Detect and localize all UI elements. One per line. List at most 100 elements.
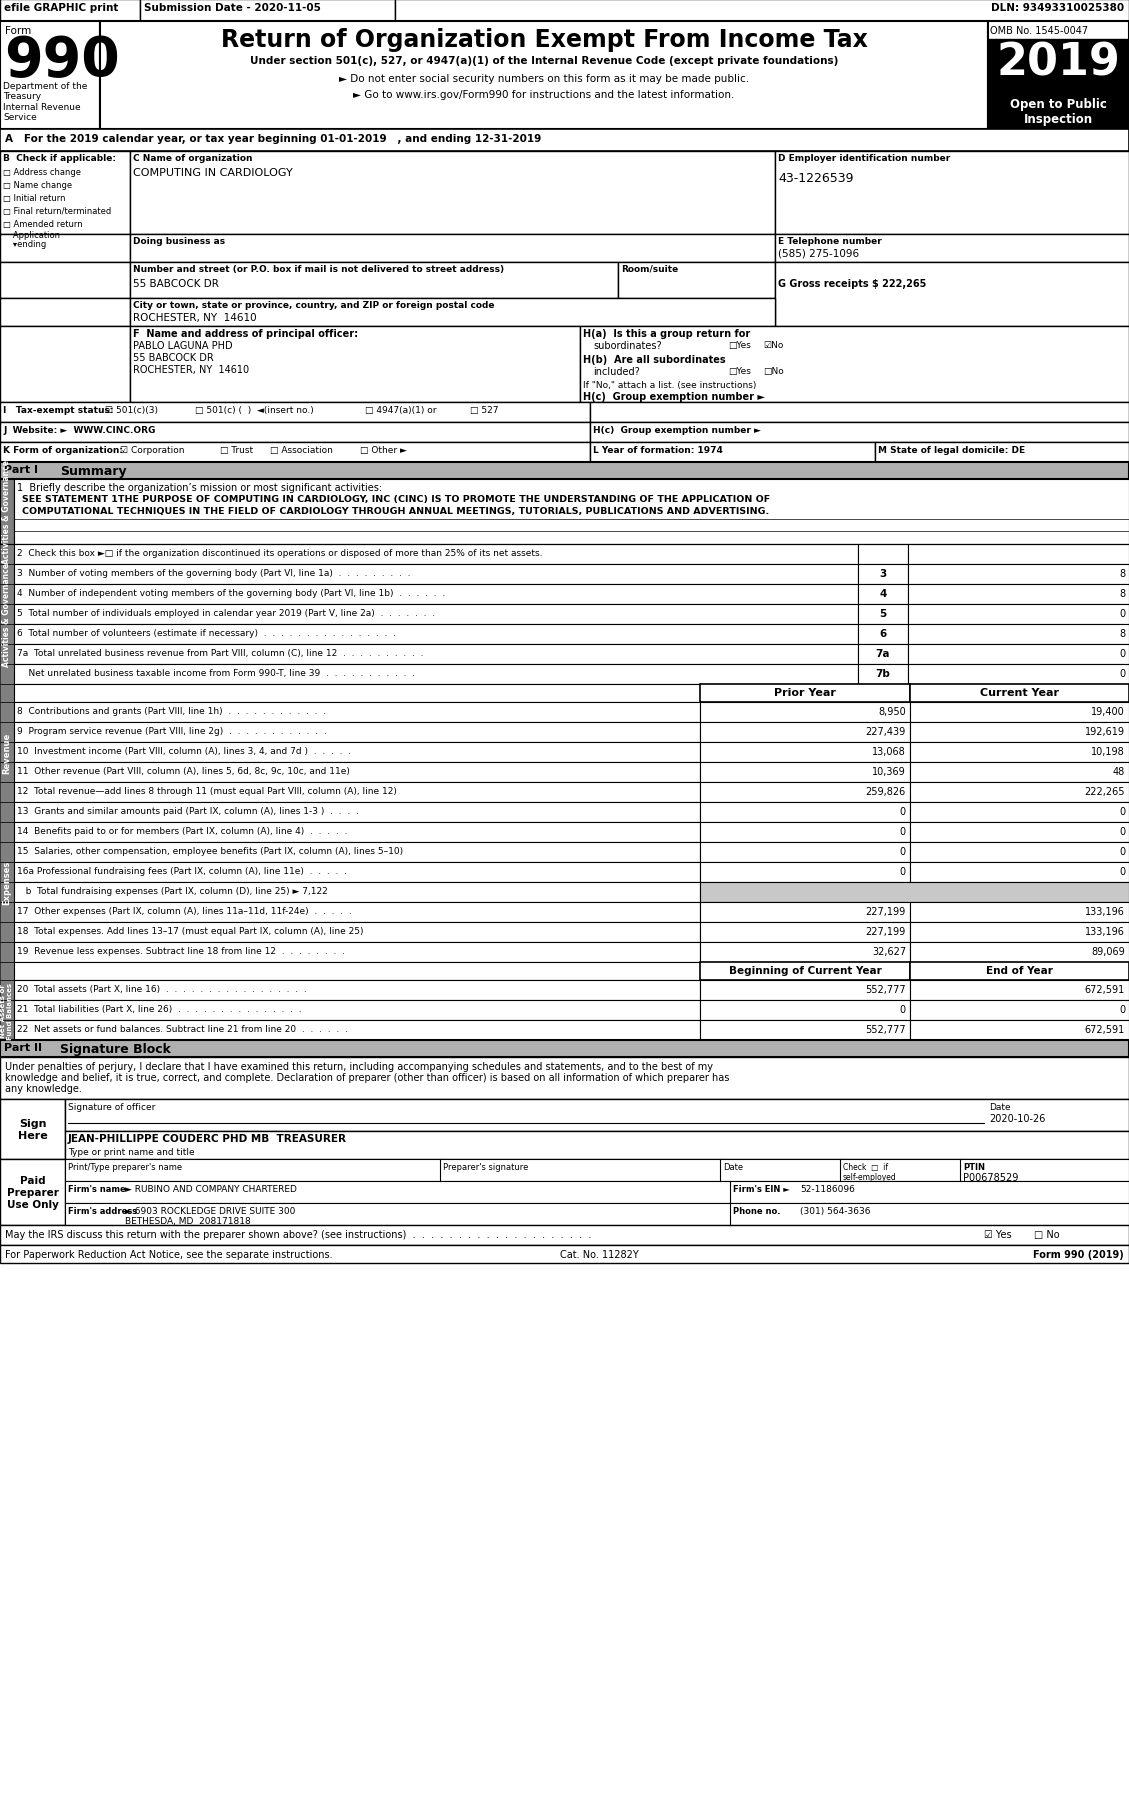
- Bar: [0, 625, 14, 645]
- Bar: [65, 1131, 1129, 1160]
- Text: efile GRAPHIC print: efile GRAPHIC print: [5, 4, 119, 13]
- Bar: [774, 262, 1129, 327]
- Bar: [700, 802, 910, 822]
- Text: ROCHESTER, NY  14610: ROCHESTER, NY 14610: [133, 365, 250, 374]
- Text: 0: 0: [900, 846, 905, 857]
- Text: Beginning of Current Year: Beginning of Current Year: [728, 965, 882, 976]
- Bar: [14, 822, 700, 842]
- Bar: [14, 685, 700, 703]
- Text: 4: 4: [879, 589, 886, 598]
- Text: 8: 8: [1119, 589, 1124, 598]
- Text: ► Do not enter social security numbers on this form as it may be made public.: ► Do not enter social security numbers o…: [339, 74, 749, 83]
- Bar: [14, 963, 700, 981]
- Text: 259,826: 259,826: [866, 786, 905, 797]
- Bar: [700, 703, 910, 723]
- Bar: [858, 605, 908, 625]
- Bar: [0, 822, 14, 842]
- Text: Check  □  if
self-employed: Check □ if self-employed: [843, 1162, 896, 1182]
- Bar: [14, 723, 700, 743]
- Bar: [0, 235, 130, 262]
- Bar: [700, 782, 910, 802]
- Text: 20  Total assets (Part X, line 16)  .  .  .  .  .  .  .  .  .  .  .  .  .  .  . : 20 Total assets (Part X, line 16) . . . …: [17, 985, 307, 994]
- Text: 672,591: 672,591: [1085, 1025, 1124, 1034]
- Text: I   Tax-exempt status:: I Tax-exempt status:: [3, 407, 114, 416]
- Text: 7b: 7b: [876, 669, 891, 679]
- Text: J  Website: ►  WWW.CINC.ORG: J Website: ► WWW.CINC.ORG: [3, 426, 156, 435]
- Text: 7a  Total unrelated business revenue from Part VIII, column (C), line 12  .  .  : 7a Total unrelated business revenue from…: [17, 649, 423, 658]
- Bar: [0, 743, 14, 763]
- Text: H(c)  Group exemption number ►: H(c) Group exemption number ►: [583, 392, 764, 401]
- Text: Sign
Here: Sign Here: [18, 1119, 47, 1140]
- Text: 552,777: 552,777: [865, 985, 905, 994]
- Bar: [700, 981, 910, 1001]
- Text: (585) 275-1096: (585) 275-1096: [778, 249, 859, 258]
- Bar: [908, 544, 1129, 564]
- Text: PABLO LAGUNA PHD: PABLO LAGUNA PHD: [133, 342, 233, 351]
- Text: ☑ 501(c)(3): ☑ 501(c)(3): [105, 407, 158, 416]
- Bar: [0, 585, 14, 605]
- Text: Prior Year: Prior Year: [774, 688, 835, 698]
- Bar: [0, 1057, 1129, 1099]
- Text: knowledge and belief, it is true, correct, and complete. Declaration of preparer: knowledge and belief, it is true, correc…: [5, 1072, 729, 1082]
- Text: 10,198: 10,198: [1092, 746, 1124, 757]
- Bar: [0, 1001, 14, 1021]
- Bar: [0, 544, 14, 564]
- Text: Print/Type preparer's name: Print/Type preparer's name: [68, 1162, 182, 1171]
- Text: 222,265: 222,265: [1085, 786, 1124, 797]
- Text: Return of Organization Exempt From Income Tax: Return of Organization Exempt From Incom…: [220, 27, 867, 52]
- Bar: [858, 665, 908, 685]
- Bar: [700, 902, 910, 923]
- Bar: [910, 763, 1129, 782]
- Bar: [910, 963, 1129, 981]
- Text: F  Name and address of principal officer:: F Name and address of principal officer:: [133, 329, 358, 340]
- Bar: [14, 645, 858, 665]
- Text: Revenue: Revenue: [2, 732, 11, 773]
- Text: 672,591: 672,591: [1085, 985, 1124, 994]
- Text: K Form of organization:: K Form of organization:: [3, 446, 123, 455]
- Text: Open to Public
Inspection: Open to Public Inspection: [1009, 98, 1106, 126]
- Bar: [0, 130, 1129, 152]
- Bar: [65, 1182, 1129, 1203]
- Bar: [774, 235, 1129, 262]
- Text: 0: 0: [900, 1005, 905, 1014]
- Text: 0: 0: [1119, 806, 1124, 817]
- Text: 10  Investment income (Part VIII, column (A), lines 3, 4, and 7d )  .  .  .  .  : 10 Investment income (Part VIII, column …: [17, 746, 351, 755]
- Bar: [130, 298, 774, 327]
- Text: Net Assets or
Fund Balances: Net Assets or Fund Balances: [0, 981, 14, 1039]
- Text: □ Amended return: □ Amended return: [3, 220, 82, 229]
- Bar: [858, 564, 908, 585]
- Bar: [14, 802, 700, 822]
- Bar: [14, 763, 700, 782]
- Bar: [700, 822, 910, 842]
- Text: COMPUTATIONAL TECHNIQUES IN THE FIELD OF CARDIOLOGY THROUGH ANNUAL MEETINGS, TUT: COMPUTATIONAL TECHNIQUES IN THE FIELD OF…: [21, 506, 769, 515]
- Bar: [0, 327, 130, 403]
- Bar: [14, 1021, 700, 1041]
- Text: 12  Total revenue—add lines 8 through 11 (must equal Part VIII, column (A), line: 12 Total revenue—add lines 8 through 11 …: [17, 786, 397, 795]
- Bar: [910, 1021, 1129, 1041]
- Text: 552,777: 552,777: [865, 1025, 905, 1034]
- Text: DLN: 93493310025380: DLN: 93493310025380: [991, 4, 1124, 13]
- Bar: [14, 902, 700, 923]
- Bar: [130, 327, 580, 403]
- Text: 10,369: 10,369: [873, 766, 905, 777]
- Bar: [858, 625, 908, 645]
- Bar: [0, 685, 14, 703]
- Text: B  Check if applicable:: B Check if applicable:: [3, 154, 116, 163]
- Text: Summary: Summary: [60, 464, 126, 477]
- Bar: [14, 564, 858, 585]
- Text: Activities & Governance: Activities & Governance: [2, 461, 11, 564]
- Text: ▾ending: ▾ending: [5, 240, 46, 249]
- Bar: [14, 943, 700, 963]
- Bar: [858, 585, 908, 605]
- Bar: [0, 802, 14, 822]
- Text: 0: 0: [1119, 867, 1124, 876]
- Text: □ 527: □ 527: [470, 407, 499, 416]
- Text: 227,439: 227,439: [866, 726, 905, 737]
- Text: 55 BABCOCK DR: 55 BABCOCK DR: [133, 278, 219, 289]
- Text: 3: 3: [879, 569, 886, 578]
- Text: 0: 0: [1119, 826, 1124, 837]
- Text: 6  Total number of volunteers (estimate if necessary)  .  .  .  .  .  .  .  .  .: 6 Total number of volunteers (estimate i…: [17, 629, 396, 638]
- Bar: [14, 665, 858, 685]
- Bar: [0, 564, 14, 585]
- Text: ROCHESTER, NY  14610: ROCHESTER, NY 14610: [133, 313, 256, 323]
